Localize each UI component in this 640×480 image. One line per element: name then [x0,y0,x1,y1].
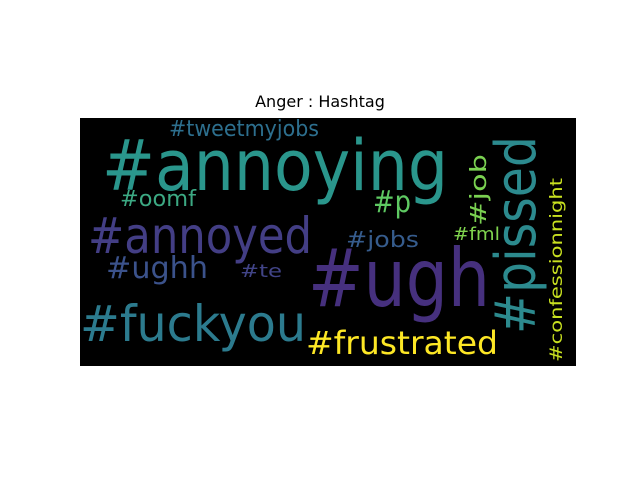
word-fuckyou: #fuckyou [80,295,306,353]
word-ughh: #ughh [106,251,208,286]
chart-title: Anger : Hashtag [255,92,385,111]
word-oomf: #oomf [120,187,197,212]
word-jobs: #jobs [346,228,419,253]
word-ugh: #ugh [308,232,490,325]
word-fml: #fml [453,224,500,245]
cloud-background [80,118,576,366]
word-p: #p [373,185,411,220]
word-annoyed: #annoyed [88,207,312,265]
word-job: #job [467,154,492,226]
word-annoying: #annoying [102,125,448,207]
word-confessionnight: #confessionnight [547,178,567,362]
word-pissed: #pissed [484,136,549,334]
word-frustrated: #frustrated [306,324,498,362]
words-layer: #ugh #annoying #pissed #annoyed #fuckyou #fru… [80,118,567,362]
word-tweetmyjobs: #tweetmyjobs [169,118,319,142]
word-cloud: #ugh #annoying #pissed #annoyed #fuckyou #fru… [80,118,576,366]
word-te: #te [240,261,282,282]
